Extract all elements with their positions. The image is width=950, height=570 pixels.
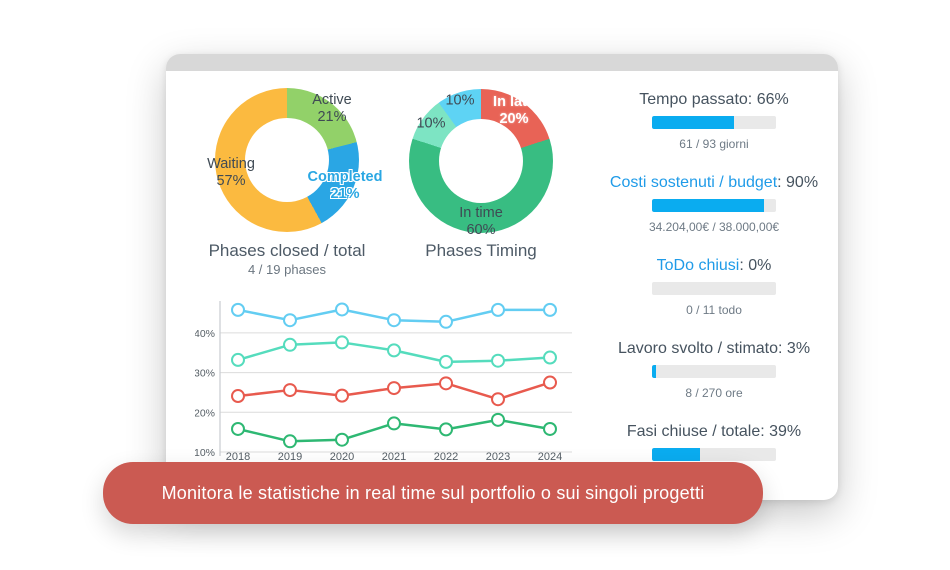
stat-title: ToDo chiusi: 0% — [594, 256, 834, 276]
donut-segment-label-active: Active 21% — [312, 92, 352, 125]
donut-segment-label-in-late: In late 20% — [493, 94, 535, 127]
stat-label: ToDo chiusi — [656, 257, 740, 274]
stat-lavoro-svolto: Lavoro svolto / stimato: 3% 8 / 270 ore — [594, 339, 834, 401]
caption-banner-text: Monitora le statistiche in real time sul… — [161, 482, 705, 503]
stat-title: Costi sostenuti / budget: 90% — [594, 173, 834, 193]
phases-closed-donut-chart — [215, 88, 359, 232]
stat-tempo-passato: Tempo passato: 66% 61 / 93 giorni — [594, 90, 834, 152]
svg-text:20%: 20% — [195, 407, 215, 419]
stat-value: : 0% — [739, 257, 772, 274]
phases-closed-title: Phases closed / total — [208, 241, 366, 260]
donut-segment-label-10-top: 10% — [445, 92, 475, 109]
donut-hole — [245, 118, 329, 202]
phases-timing-title: Phases Timing — [425, 241, 537, 260]
stat-subtext: 61 / 93 giorni — [679, 137, 749, 151]
progress-fill — [652, 448, 701, 461]
phases-closed-subtitle: 4 / 19 phases — [247, 262, 327, 277]
stat-todo-chiusi: ToDo chiusi: 0% 0 / 11 todo — [594, 256, 834, 318]
donut-segment-label-waiting: Waiting 57% — [207, 156, 255, 189]
dashboard-window: Active 21% Completed 21% Waiting 57% Pha… — [166, 54, 838, 500]
stat-title: Fasi chiuse / totale: 39% — [594, 422, 834, 442]
progress-bar — [652, 282, 776, 295]
progress-bar — [652, 365, 776, 378]
svg-text:2023: 2023 — [486, 451, 510, 463]
stat-subtext: 34.204,00€ / 38.000,00€ — [648, 220, 780, 234]
progress-fill — [652, 116, 734, 129]
stat-value: : 66% — [747, 91, 789, 108]
caption-banner: Monitora le statistiche in real time sul… — [103, 462, 763, 524]
stat-title: Tempo passato: 66% — [594, 90, 834, 110]
progress-bar — [652, 448, 776, 461]
stat-fasi-chiuse: Fasi chiuse / totale: 39% — [594, 422, 834, 461]
phases-timing-donut-chart — [409, 89, 553, 233]
svg-text:10%: 10% — [195, 447, 215, 459]
donut-segment-label-completed: Completed 21% — [307, 169, 383, 202]
stat-label: Fasi chiuse / totale — [626, 423, 761, 440]
progress-fill — [652, 365, 656, 378]
progress-bar — [652, 199, 776, 212]
stat-value: : 39% — [760, 423, 802, 440]
stat-value: : 3% — [778, 340, 811, 357]
phases-line-chart: 10% 20% 30% 40% 2018 2019 2020 2021 2022 2023 2024 — [195, 301, 572, 463]
stat-label: Costi sostenuti / budget — [609, 174, 778, 191]
svg-text:2024: 2024 — [538, 451, 562, 463]
svg-text:2019: 2019 — [278, 451, 302, 463]
stat-value: : 90% — [777, 174, 819, 191]
svg-text:30%: 30% — [195, 368, 215, 380]
stat-title: Lavoro svolto / stimato: 3% — [594, 339, 834, 359]
donut-segment-label-in-time: In time 60% — [459, 205, 503, 238]
window-titlebar — [166, 54, 838, 71]
progress-fill — [652, 199, 764, 212]
donut-segment-label-10-left: 10% — [416, 115, 446, 132]
svg-text:2020: 2020 — [330, 451, 354, 463]
svg-text:2022: 2022 — [434, 451, 458, 463]
svg-text:2021: 2021 — [382, 451, 406, 463]
donut-hole — [439, 119, 523, 203]
progress-bar — [652, 116, 776, 129]
stat-costi-budget: Costi sostenuti / budget: 90% 34.204,00€… — [594, 173, 834, 235]
svg-text:2018: 2018 — [226, 451, 250, 463]
project-stats-panel: Tempo passato: 66% 61 / 93 giorni Costi … — [594, 90, 834, 482]
stat-label: Lavoro svolto / stimato — [617, 340, 779, 357]
stat-subtext: 0 / 11 todo — [686, 303, 742, 317]
svg-text:40%: 40% — [195, 328, 215, 340]
stat-label: Tempo passato — [639, 91, 748, 108]
stat-subtext: 8 / 270 ore — [685, 386, 743, 400]
